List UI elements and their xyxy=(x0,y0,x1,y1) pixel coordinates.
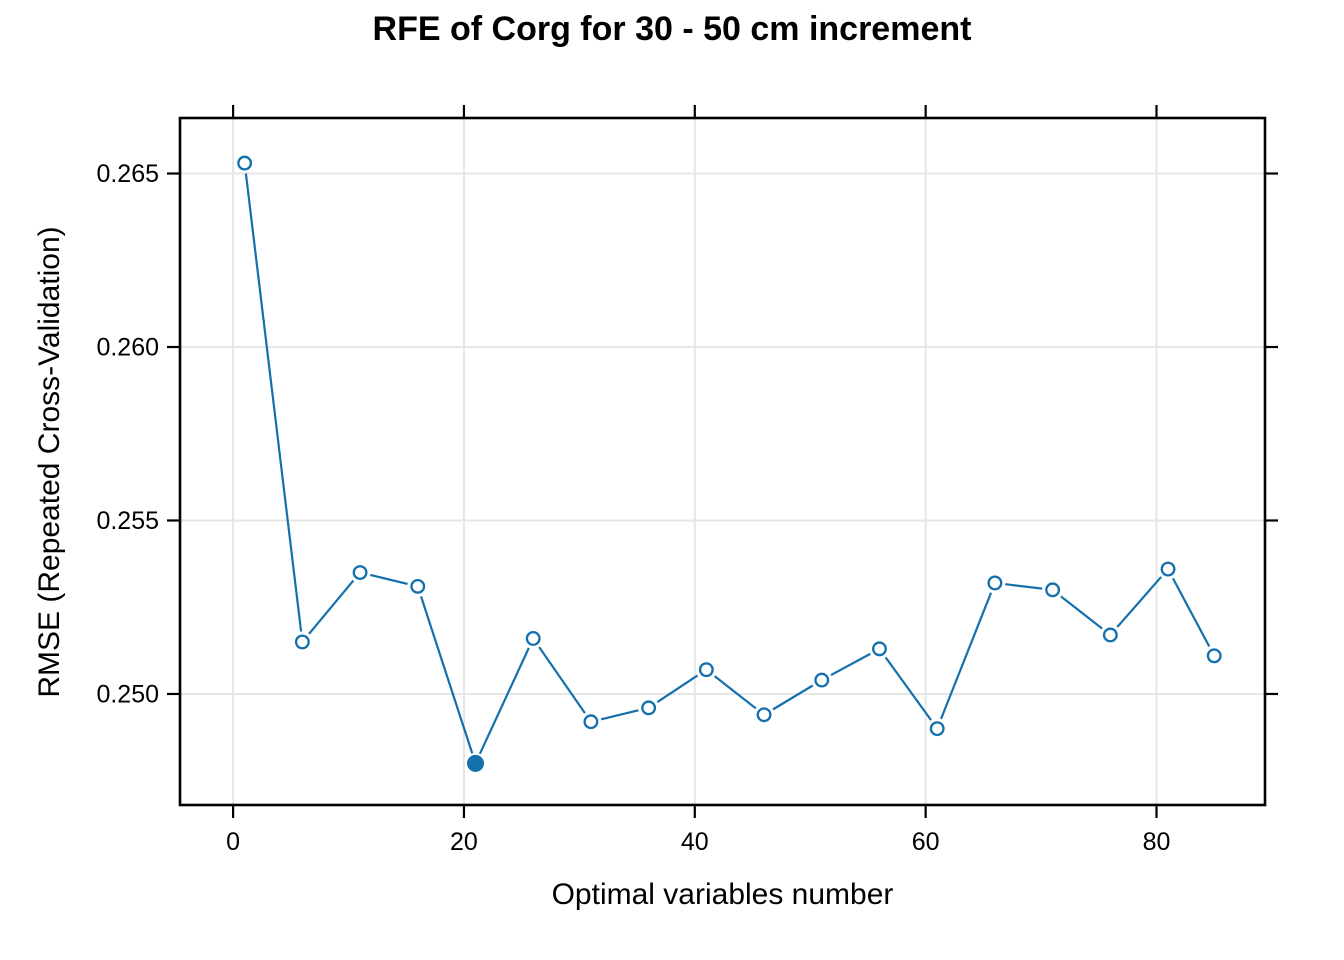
data-point xyxy=(410,578,426,594)
data-point xyxy=(1102,627,1118,643)
series-line-segment xyxy=(830,652,871,677)
x-tick-label: 0 xyxy=(226,828,240,856)
series-line-segment xyxy=(940,592,993,720)
series-line-segment xyxy=(772,684,814,711)
best-data-point xyxy=(466,754,484,772)
y-tick-label: 0.250 xyxy=(96,680,159,708)
data-point xyxy=(641,700,657,716)
x-tick-label: 60 xyxy=(912,828,940,856)
x-axis-label: Optimal variables number xyxy=(551,878,894,911)
series-line-segment xyxy=(1172,577,1211,648)
data-point xyxy=(814,672,830,688)
series-line-segment xyxy=(600,709,639,721)
data-point xyxy=(583,714,599,730)
data-point xyxy=(987,575,1003,591)
x-tick-label: 40 xyxy=(681,828,709,856)
data-point xyxy=(756,707,772,723)
data-point xyxy=(1045,582,1061,598)
data-point xyxy=(525,631,541,646)
series-line-segment xyxy=(308,579,355,635)
x-tick-label: 80 xyxy=(1143,828,1171,856)
series-line-segment xyxy=(884,656,932,721)
series-line-segment xyxy=(713,675,757,710)
series-line-segment xyxy=(1005,583,1043,590)
series-line-segment xyxy=(538,646,586,714)
chart-title: RFE of Corg for 30 - 50 cm increment xyxy=(372,10,972,48)
series-line-segment xyxy=(244,173,303,632)
x-tick-label: 20 xyxy=(450,828,478,856)
data-point xyxy=(872,641,887,657)
data-point xyxy=(294,634,310,650)
data-point xyxy=(698,662,714,678)
series-line-segment xyxy=(656,674,699,703)
y-tick-label: 0.255 xyxy=(96,507,159,535)
series-line-segment xyxy=(370,573,408,586)
y-tick-label: 0.260 xyxy=(96,334,159,362)
series-line-segment xyxy=(1116,576,1162,628)
data-point xyxy=(237,155,253,171)
series-line-segment xyxy=(478,647,530,755)
data-point xyxy=(352,565,368,580)
series-line-segment xyxy=(419,596,474,754)
y-tick-label: 0.265 xyxy=(96,160,159,188)
data-point xyxy=(929,721,945,737)
plot-border xyxy=(178,116,1267,807)
data-point xyxy=(1206,648,1222,664)
data-point xyxy=(1160,561,1176,577)
series-line-segment xyxy=(1060,595,1103,630)
